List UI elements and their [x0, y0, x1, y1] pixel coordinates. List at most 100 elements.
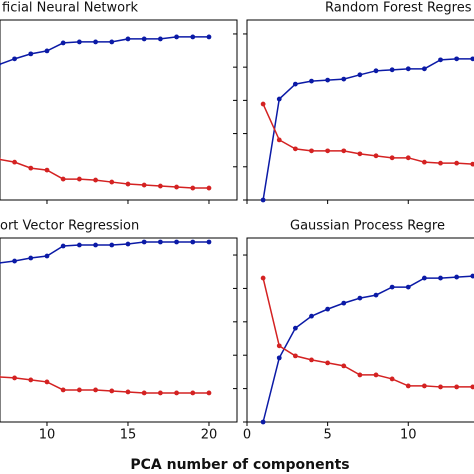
- series-line: [0, 158, 209, 189]
- point: [206, 185, 212, 191]
- point: [125, 36, 131, 42]
- point: [0, 375, 1, 379]
- point: [44, 379, 50, 385]
- x-tick-label: 0: [243, 428, 251, 443]
- point: [421, 66, 427, 72]
- point: [341, 148, 347, 154]
- point: [341, 300, 347, 306]
- panel-title: Gaussian Process Regre: [290, 219, 445, 234]
- plot-area: [260, 273, 474, 425]
- point: [438, 57, 443, 63]
- point: [260, 197, 266, 203]
- x-tick-label: 15: [120, 428, 137, 443]
- point: [260, 419, 266, 425]
- point: [93, 39, 98, 45]
- point: [109, 242, 115, 248]
- point: [157, 36, 163, 42]
- panel-title: ort Vector Regression: [0, 219, 139, 234]
- series-line: [0, 376, 209, 394]
- point: [12, 375, 17, 381]
- point: [276, 343, 282, 349]
- point: [373, 153, 379, 159]
- plot-area: [0, 239, 212, 396]
- point: [373, 372, 379, 378]
- point: [141, 182, 147, 188]
- point: [421, 383, 427, 389]
- point: [141, 239, 147, 245]
- point: [76, 387, 82, 393]
- point: [470, 384, 474, 390]
- point: [44, 253, 50, 259]
- point: [389, 155, 395, 161]
- x-tick-label: 5: [323, 428, 331, 443]
- point: [157, 390, 163, 396]
- point: [357, 151, 363, 157]
- point: [373, 68, 379, 74]
- point: [60, 387, 66, 393]
- point: [470, 161, 474, 167]
- x-axis-label: PCA number of components: [130, 457, 349, 473]
- plot-area: [260, 56, 474, 203]
- point: [405, 284, 411, 290]
- point: [341, 363, 347, 369]
- point: [405, 66, 411, 72]
- point: [174, 184, 179, 190]
- point: [174, 34, 179, 40]
- point: [309, 313, 314, 319]
- point: [76, 242, 82, 248]
- point: [389, 67, 395, 73]
- point: [44, 167, 50, 173]
- point: [276, 355, 282, 361]
- point: [190, 185, 196, 191]
- point: [292, 81, 298, 87]
- point: [454, 56, 460, 62]
- point: [76, 176, 82, 182]
- point: [12, 56, 17, 62]
- point: [93, 387, 98, 393]
- point: [28, 255, 34, 261]
- point: [93, 177, 98, 183]
- point: [405, 383, 411, 389]
- panel-title: ficial Neural Network: [2, 1, 138, 16]
- point: [141, 390, 147, 396]
- point: [309, 357, 314, 363]
- series-line: [0, 241, 209, 264]
- point: [276, 96, 282, 102]
- point: [28, 165, 34, 171]
- point: [357, 295, 363, 301]
- point: [12, 159, 17, 165]
- point: [76, 39, 82, 45]
- point: [28, 377, 34, 383]
- panel-title: Random Forest Regres: [325, 1, 472, 16]
- axes-frame: [246, 237, 474, 423]
- plot-area: [0, 34, 212, 191]
- point: [12, 258, 17, 264]
- point: [357, 372, 363, 378]
- point: [325, 148, 331, 154]
- point: [292, 325, 298, 331]
- axes-frame: [246, 19, 474, 201]
- point: [292, 146, 298, 152]
- x-tick-label: 20: [201, 428, 218, 443]
- point: [125, 389, 131, 395]
- series-line: [262, 58, 473, 201]
- point: [276, 137, 282, 143]
- point: [0, 261, 1, 265]
- point: [125, 241, 131, 247]
- point: [206, 390, 212, 396]
- point: [0, 157, 1, 161]
- point: [470, 56, 474, 62]
- x-tick-label: 10: [400, 428, 417, 443]
- point: [325, 77, 331, 83]
- point: [60, 176, 66, 182]
- point: [206, 239, 212, 245]
- point: [109, 388, 115, 394]
- point: [109, 179, 115, 185]
- point: [389, 376, 395, 382]
- point: [470, 273, 474, 279]
- point: [141, 36, 147, 42]
- point: [44, 48, 50, 54]
- point: [389, 284, 395, 290]
- point: [174, 390, 179, 396]
